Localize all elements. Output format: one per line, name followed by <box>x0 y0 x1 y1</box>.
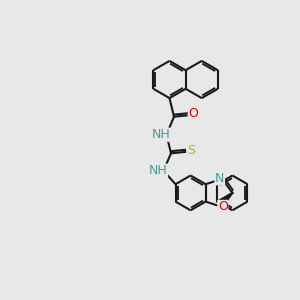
Text: O: O <box>218 200 228 214</box>
Text: S: S <box>187 144 195 157</box>
Text: O: O <box>188 107 198 120</box>
Text: NH: NH <box>152 128 170 141</box>
Text: N: N <box>215 172 224 185</box>
Text: NH: NH <box>149 164 167 177</box>
